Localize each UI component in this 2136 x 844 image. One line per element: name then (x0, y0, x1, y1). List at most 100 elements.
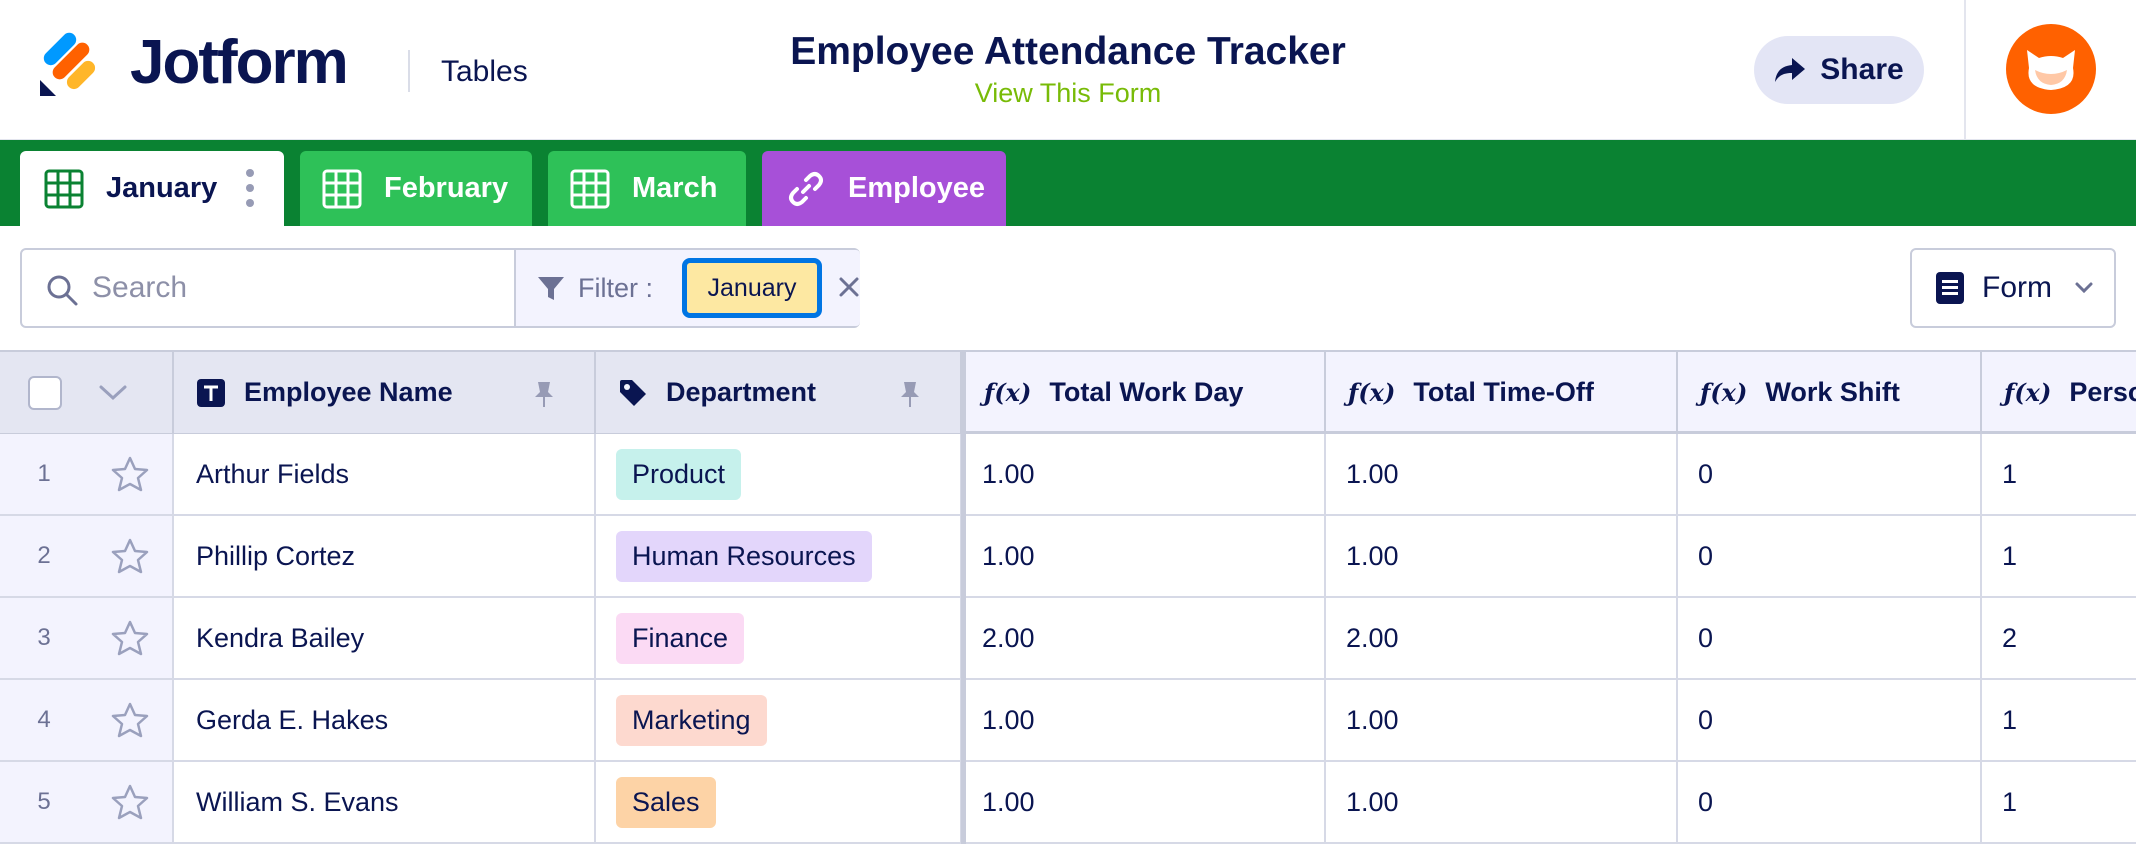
total-work-day-cell[interactable]: 1.00 (962, 516, 1326, 596)
table-header: Employee Name Department ƒ(x) Total Work… (0, 350, 2136, 434)
department-badge: Finance (616, 612, 745, 664)
department-badge: Sales (616, 776, 716, 828)
person-cell[interactable]: 1 (2002, 540, 2018, 571)
column-header-label: Total Work Day (1049, 377, 1244, 407)
data-table: Employee Name Department ƒ(x) Total Work… (0, 350, 2136, 844)
person-cell[interactable]: 2 (2002, 622, 2018, 653)
star-icon[interactable] (88, 598, 174, 678)
column-header-work-shift[interactable]: ƒ(x) Work Shift (1678, 352, 1982, 433)
star-icon[interactable] (88, 762, 174, 842)
work-shift-cell[interactable]: 0 (1678, 516, 1982, 596)
tab-label: January (106, 172, 218, 204)
total-work-day-cell[interactable]: 1.00 (962, 762, 1326, 842)
form-label: Form (1982, 271, 2052, 304)
pin-icon[interactable] (900, 380, 920, 408)
column-header-person[interactable]: ƒ(x) Person (1982, 352, 2136, 433)
select-all-checkbox[interactable] (28, 375, 62, 410)
department-cell[interactable]: Finance (596, 598, 962, 678)
page-title: Employee Attendance Tracker (790, 30, 1346, 73)
person-cell[interactable]: 1 (2002, 704, 2018, 735)
table-row[interactable]: 4 Gerda E. Hakes Marketing 1.00 1.00 0 1 (0, 680, 2136, 762)
formula-icon: ƒ(x) (2004, 378, 2052, 407)
work-shift-cell[interactable]: 0 (1678, 762, 1982, 842)
text-type-icon (197, 378, 225, 407)
star-icon[interactable] (88, 434, 174, 514)
star-icon[interactable] (88, 516, 174, 596)
formula-icon: ƒ(x) (1700, 378, 1748, 407)
filter-chip[interactable]: January (682, 258, 822, 318)
chevron-down-icon (2075, 282, 2093, 294)
row-index: 4 (0, 680, 88, 760)
work-shift-cell[interactable]: 0 (1678, 434, 1982, 514)
pin-icon[interactable] (534, 380, 554, 408)
employee-name-cell[interactable]: Gerda E. Hakes (174, 680, 596, 760)
tab-label: Employee (848, 172, 985, 204)
total-time-off-cell[interactable]: 1.00 (1326, 434, 1678, 514)
department-cell[interactable]: Product (596, 434, 962, 514)
tab-february[interactable]: February (300, 151, 532, 226)
form-view-button[interactable]: Form (1910, 248, 2116, 328)
link-icon (789, 171, 823, 206)
column-header-label: Total Time-Off (1413, 377, 1594, 407)
tab-employee[interactable]: Employee (762, 151, 1006, 226)
total-time-off-cell[interactable]: 1.00 (1326, 680, 1678, 760)
total-work-day-cell[interactable]: 2.00 (962, 598, 1326, 678)
tab-menu-icon[interactable] (246, 169, 254, 207)
app-header: Jotform Tables Employee Attendance Track… (0, 0, 2136, 140)
search-box: Filter : January (20, 248, 860, 328)
employee-name-cell[interactable]: William S. Evans (174, 762, 596, 842)
total-time-off-cell[interactable]: 2.00 (1326, 598, 1678, 678)
table-row[interactable]: 1 Arthur Fields Product 1.00 1.00 0 1 (0, 434, 2136, 516)
share-button[interactable]: Share (1754, 36, 1924, 104)
total-work-day-cell[interactable]: 1.00 (962, 680, 1326, 760)
person-cell[interactable]: 1 (2002, 458, 2018, 489)
row-index: 3 (0, 598, 88, 678)
column-header-total-time-off[interactable]: ƒ(x) Total Time-Off (1326, 352, 1678, 433)
employee-name-cell[interactable]: Arthur Fields (174, 434, 596, 514)
column-header-department[interactable]: Department (596, 352, 962, 433)
filter-separator (514, 250, 516, 326)
formula-icon: ƒ(x) (1348, 378, 1396, 407)
department-cell[interactable]: Human Resources (596, 516, 962, 596)
form-icon (1936, 272, 1964, 304)
tab-march[interactable]: March (548, 151, 746, 226)
total-time-off-cell[interactable]: 1.00 (1326, 762, 1678, 842)
work-shift-cell[interactable]: 0 (1678, 680, 1982, 760)
total-work-day-cell[interactable]: 1.00 (962, 434, 1326, 514)
column-header-total-work-day[interactable]: ƒ(x) Total Work Day (962, 352, 1326, 433)
total-time-off-cell[interactable]: 1.00 (1326, 516, 1678, 596)
table-row[interactable]: 2 Phillip Cortez Human Resources 1.00 1.… (0, 516, 2136, 598)
share-label: Share (1820, 53, 1904, 86)
column-header-employee-name[interactable]: Employee Name (174, 352, 596, 433)
tab-label: February (384, 172, 509, 204)
search-icon (47, 275, 78, 306)
search-input[interactable] (92, 264, 492, 312)
view-form-link[interactable]: View This Form (974, 78, 1162, 108)
chevron-down-icon[interactable] (98, 384, 128, 402)
brand-name[interactable]: Jotform (130, 28, 349, 97)
close-icon[interactable] (834, 272, 864, 302)
row-index: 1 (0, 434, 88, 514)
employee-name-cell[interactable]: Kendra Bailey (174, 598, 596, 678)
column-header-label: Department (666, 377, 817, 407)
jotform-logo-icon[interactable] (38, 28, 108, 98)
frozen-column-divider[interactable] (961, 350, 966, 844)
row-index: 2 (0, 516, 88, 596)
employee-name-cell[interactable]: Phillip Cortez (174, 516, 596, 596)
grid-icon (570, 169, 610, 208)
star-icon[interactable] (88, 680, 174, 760)
formula-icon: ƒ(x) (984, 378, 1032, 407)
header-divider (408, 50, 410, 92)
department-cell[interactable]: Sales (596, 762, 962, 842)
cat-avatar-icon (2027, 50, 2075, 90)
tag-icon (620, 379, 646, 406)
tab-january[interactable]: January (20, 151, 284, 226)
work-shift-cell[interactable]: 0 (1678, 598, 1982, 678)
column-header-label: Employee Name (244, 377, 453, 407)
table-toolbar: Filter : January Form (0, 226, 2136, 350)
table-row[interactable]: 3 Kendra Bailey Finance 2.00 2.00 0 2 (0, 598, 2136, 680)
person-cell[interactable]: 1 (2002, 786, 2018, 817)
table-row[interactable]: 5 William S. Evans Sales 1.00 1.00 0 1 (0, 762, 2136, 844)
department-cell[interactable]: Marketing (596, 680, 962, 760)
avatar[interactable] (2006, 24, 2096, 114)
